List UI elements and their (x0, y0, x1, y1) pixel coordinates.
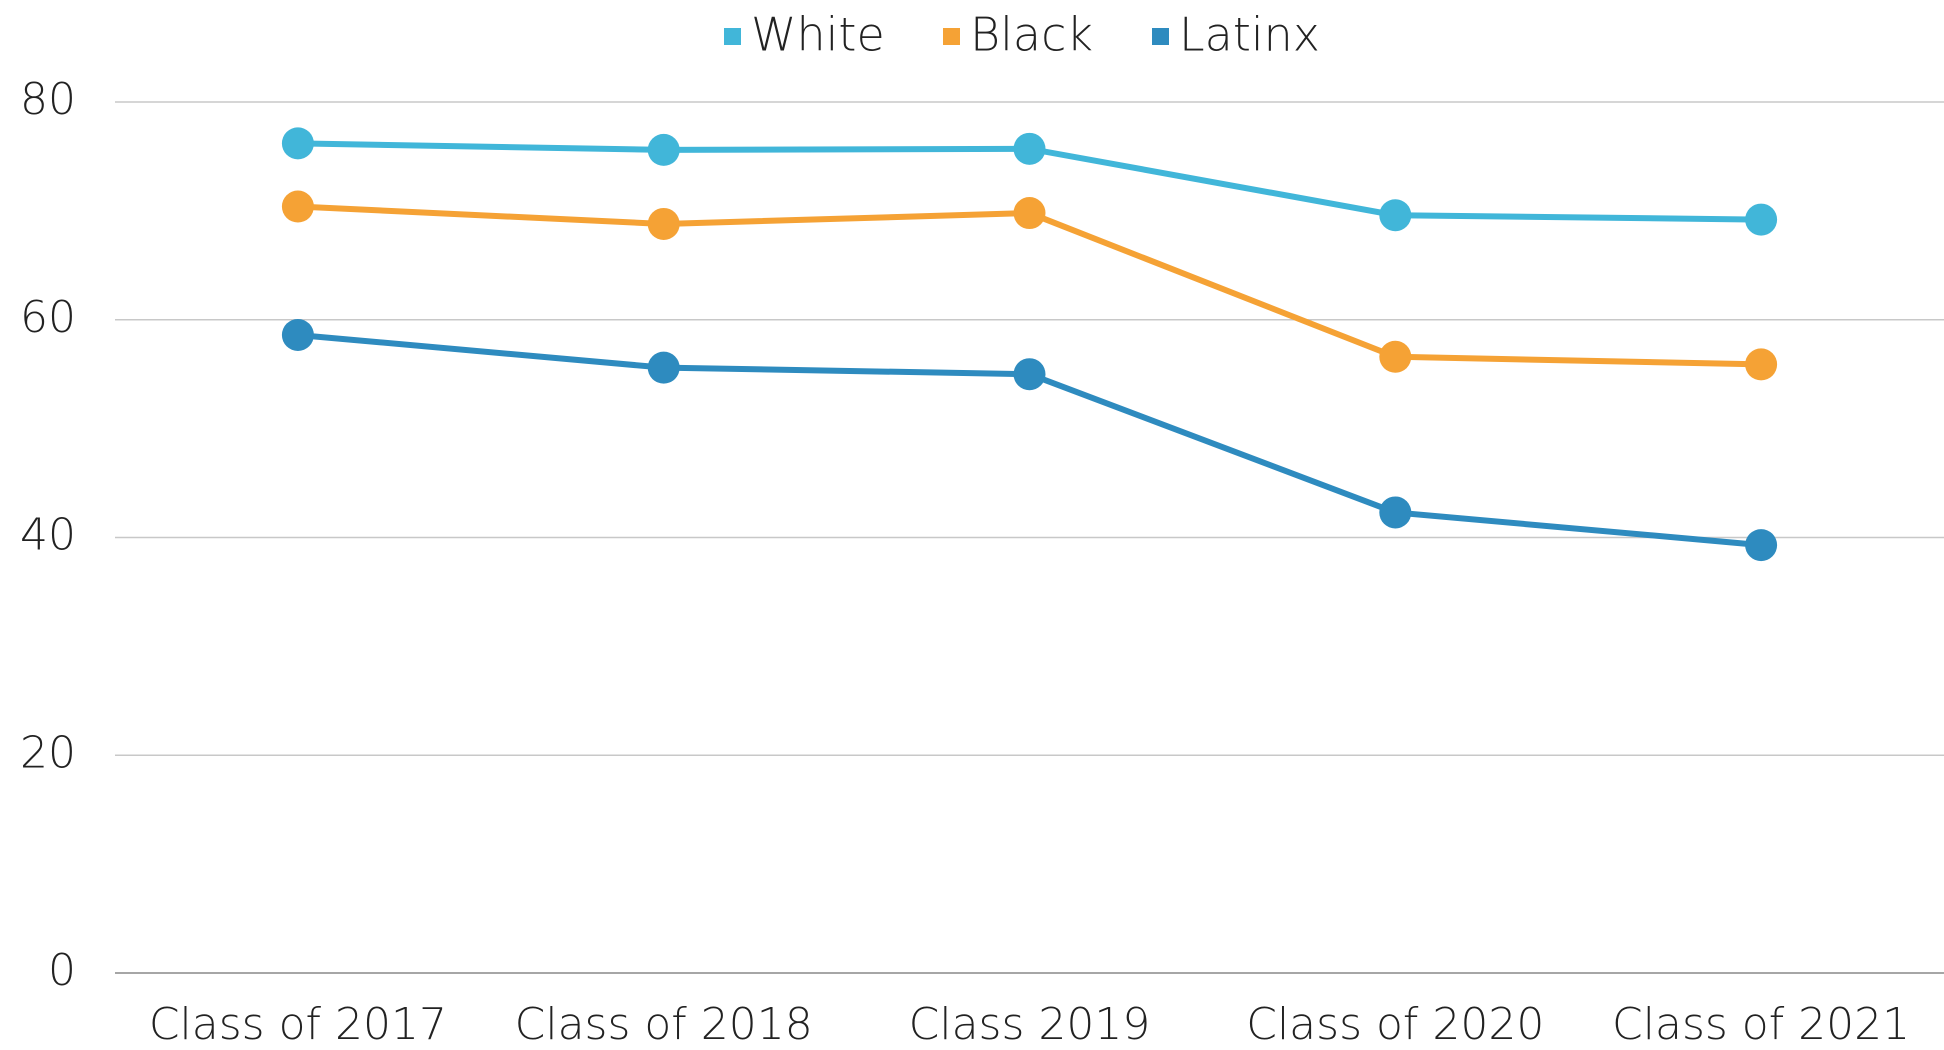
y-tick-label: 80 (20, 74, 76, 125)
legend-swatch (724, 28, 741, 45)
x-tick-label: Class of 2017 (149, 999, 447, 1050)
legend-label: White (751, 8, 885, 62)
x-tick-label: Class of 2021 (1612, 999, 1910, 1050)
data-point (1745, 348, 1778, 381)
y-tick-label: 0 (48, 945, 76, 996)
data-point (281, 190, 314, 223)
series-line (297, 203, 1762, 368)
data-point (1379, 340, 1412, 373)
legend-label: Latinx (1179, 8, 1320, 62)
data-point (647, 133, 680, 166)
data-point (1745, 203, 1778, 236)
data-point (281, 318, 314, 351)
legend-label: Black (970, 8, 1093, 62)
data-point (1013, 358, 1046, 391)
data-point (281, 127, 314, 160)
data-point (1013, 197, 1046, 230)
data-point (1013, 132, 1046, 165)
x-tick-label: Class of 2018 (515, 999, 813, 1050)
legend-swatch (943, 28, 960, 45)
data-point (1379, 199, 1412, 232)
x-tick-label: Class 2019 (909, 999, 1151, 1050)
data-point (647, 351, 680, 384)
data-point (647, 207, 680, 240)
data-point (1379, 496, 1412, 529)
x-tick-label: Class of 2020 (1246, 999, 1544, 1050)
legend-swatch (1152, 28, 1169, 45)
y-tick-label: 40 (20, 510, 76, 561)
data-point (1745, 529, 1778, 562)
y-tick-label: 60 (20, 292, 76, 343)
y-tick-label: 20 (20, 727, 76, 778)
